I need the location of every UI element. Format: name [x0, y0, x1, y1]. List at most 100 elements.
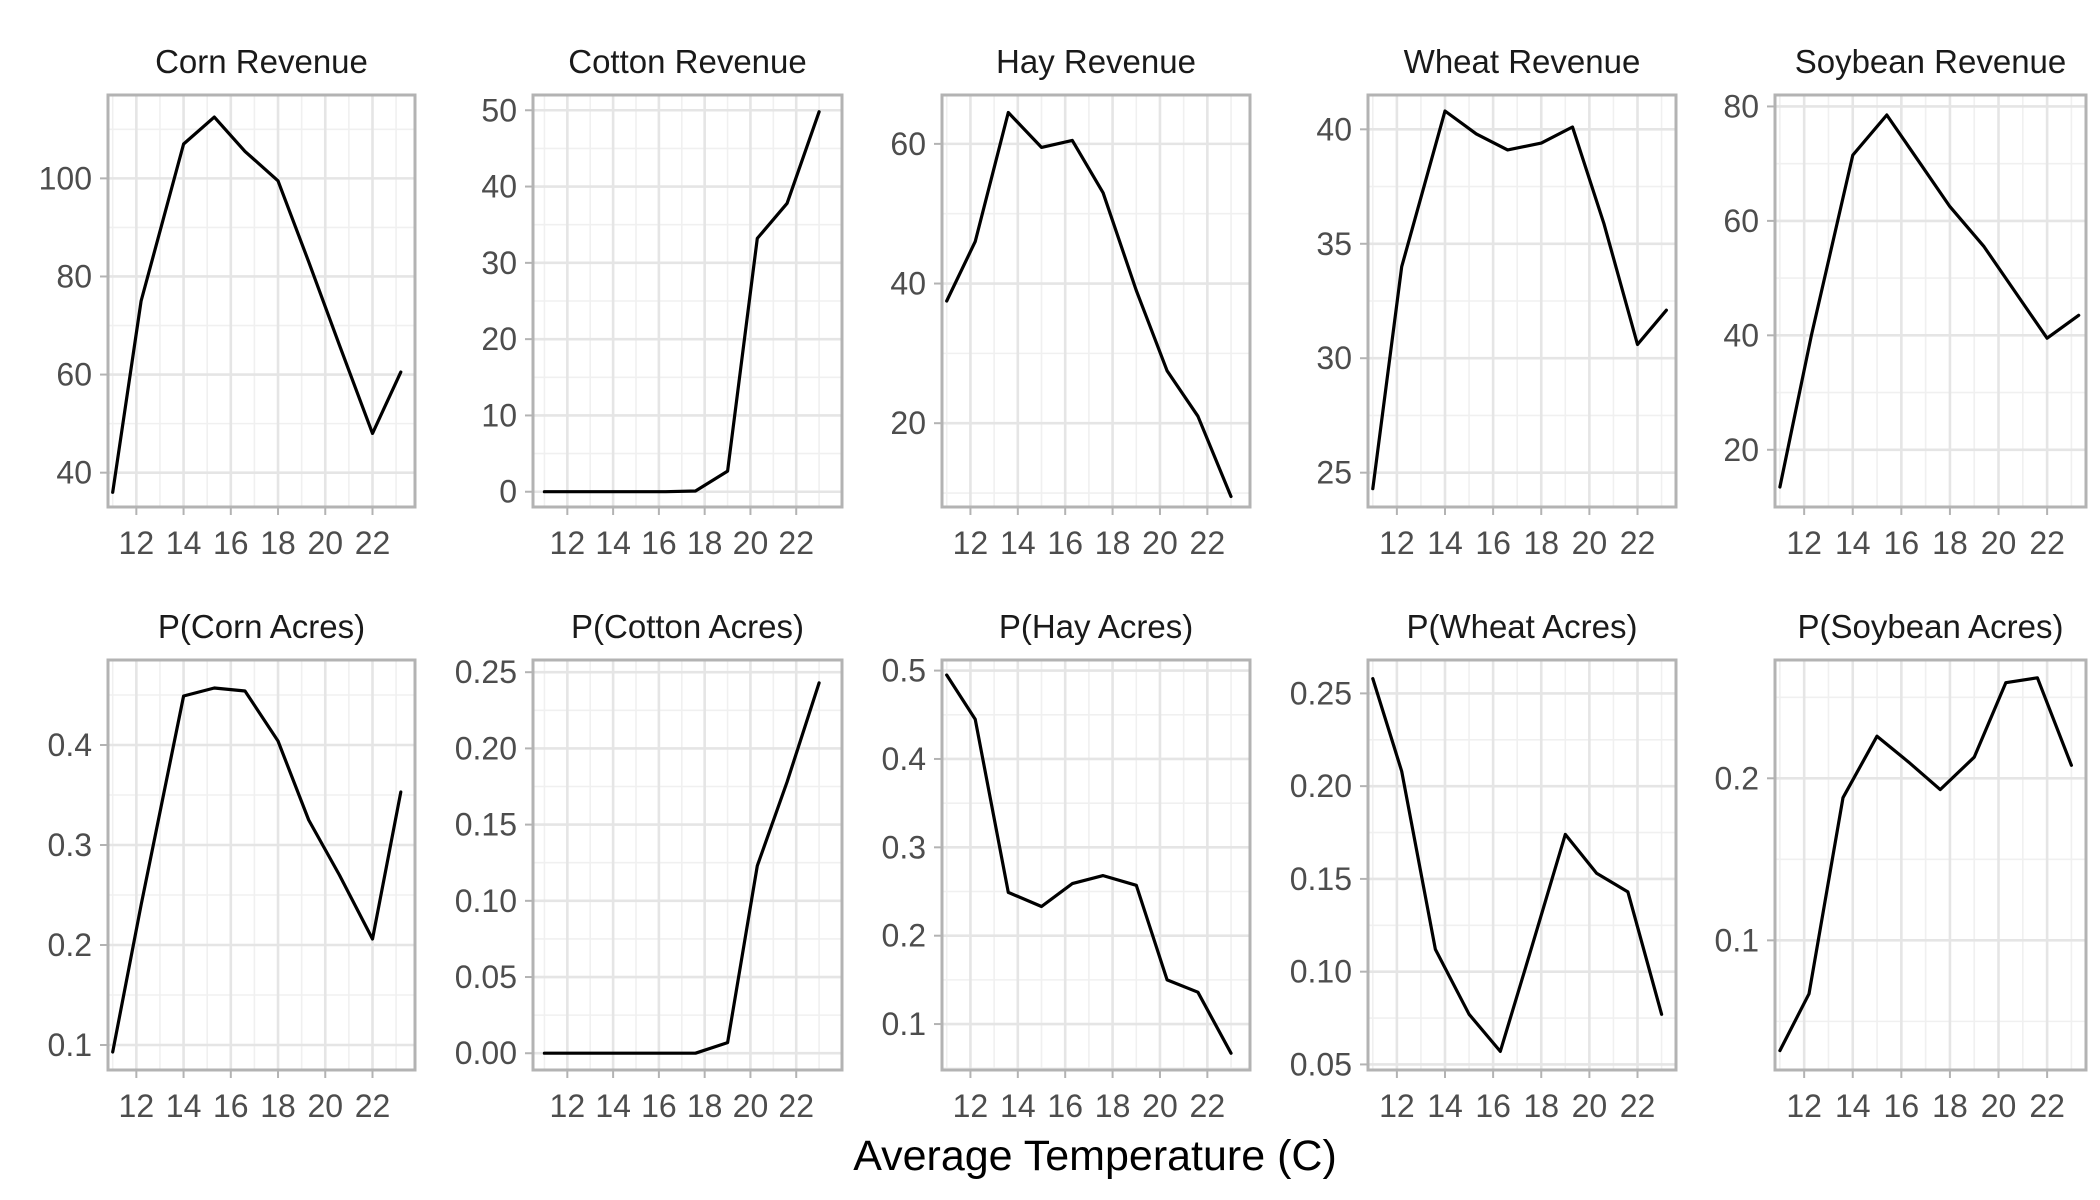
y-tick-label: 0.1 — [1715, 922, 1759, 958]
series-line — [1778, 676, 2073, 1053]
panel-8: 12 14 16 18 20 22 0.05 0.10 0.15 0.20 0.25 P(Wheat … — [1290, 608, 1678, 1124]
x-tick-label: 20 — [733, 525, 769, 561]
x-tick-label: 12 — [953, 1088, 989, 1124]
y-tick-label: 35 — [1316, 226, 1352, 262]
y-tick-label: 0.15 — [1290, 861, 1352, 897]
x-tick-label: 18 — [1523, 525, 1559, 561]
y-tick-label: 20 — [890, 405, 926, 441]
x-tick-label: 14 — [595, 525, 631, 561]
x-tick-label: 14 — [1000, 525, 1036, 561]
panel-5: 12 14 16 18 20 22 0.1 0.2 0.3 0.4 P(Corn Acres) — [48, 608, 417, 1124]
x-tick-label: 18 — [1095, 525, 1131, 561]
x-tick-label: 16 — [641, 1088, 677, 1124]
y-tick-label: 0.1 — [48, 1027, 92, 1063]
y-tick-label: 60 — [890, 126, 926, 162]
x-tick-label: 20 — [1572, 525, 1608, 561]
y-tick-label: 20 — [1723, 432, 1759, 468]
y-tick-label: 0.20 — [455, 730, 517, 766]
y-tick-label: 0.3 — [48, 827, 92, 863]
x-tick-label: 18 — [1932, 525, 1968, 561]
x-tick-label: 12 — [119, 525, 155, 561]
x-tick-label: 16 — [1047, 1088, 1083, 1124]
x-tick-label: 20 — [1981, 525, 2017, 561]
x-tick-label: 14 — [166, 525, 202, 561]
y-tick-label: 50 — [481, 92, 517, 128]
panel-border — [1366, 658, 1678, 1072]
y-tick-label: 0.3 — [882, 829, 926, 865]
panel-title: P(Corn Acres) — [158, 608, 365, 645]
panel-border — [1773, 93, 2088, 509]
y-tick-label: 0.25 — [1290, 675, 1352, 711]
y-tick-label: 80 — [56, 258, 92, 294]
series-line — [1778, 113, 2081, 489]
x-tick-label: 14 — [1835, 525, 1871, 561]
y-tick-label: 0.15 — [455, 807, 517, 843]
y-tick-label: 25 — [1316, 455, 1352, 491]
y-tick-label: 40 — [56, 455, 92, 491]
series-line — [542, 681, 821, 1055]
x-tick-label: 22 — [778, 525, 814, 561]
x-tick-label: 18 — [687, 525, 723, 561]
x-tick-label: 16 — [641, 525, 677, 561]
y-tick-label: 0.10 — [455, 883, 517, 919]
panel-0: 12 14 16 18 20 22 40 60 80 100 Corn Revenue — [39, 43, 417, 561]
x-tick-label: 22 — [2029, 525, 2065, 561]
series-line — [1371, 109, 1669, 491]
x-tick-label: 20 — [307, 1088, 343, 1124]
series-line — [542, 110, 821, 494]
x-tick-label: 14 — [1427, 1088, 1463, 1124]
panel-7: 12 14 16 18 20 22 0.1 0.2 0.3 0.4 0.5 P(Hay Acres) — [882, 608, 1252, 1124]
y-tick-label: 20 — [481, 321, 517, 357]
x-tick-label: 18 — [687, 1088, 723, 1124]
x-tick-label: 14 — [1427, 525, 1463, 561]
x-tick-label: 12 — [1379, 525, 1415, 561]
x-tick-label: 16 — [213, 1088, 249, 1124]
y-tick-label: 0.4 — [48, 727, 92, 763]
panel-title: Corn Revenue — [155, 43, 368, 80]
x-tick-label: 20 — [1142, 1088, 1178, 1124]
x-tick-label: 14 — [1000, 1088, 1036, 1124]
y-tick-label: 40 — [1723, 317, 1759, 353]
y-tick-label: 100 — [39, 160, 92, 196]
y-tick-label: 40 — [890, 266, 926, 302]
panel-title: P(Cotton Acres) — [571, 608, 804, 645]
x-tick-label: 22 — [1190, 1088, 1226, 1124]
y-tick-label: 10 — [481, 397, 517, 433]
x-tick-label: 18 — [1523, 1088, 1559, 1124]
series-line — [945, 110, 1233, 499]
panel-2: 12 14 16 18 20 22 20 40 60 Hay Revenue — [890, 43, 1252, 561]
y-tick-label: 0.4 — [882, 741, 926, 777]
x-tick-label: 16 — [213, 525, 249, 561]
y-tick-label: 0.1 — [882, 1006, 926, 1042]
x-tick-label: 18 — [1095, 1088, 1131, 1124]
x-tick-label: 20 — [1142, 525, 1178, 561]
y-tick-label: 0.00 — [455, 1035, 517, 1071]
y-tick-label: 0.25 — [455, 654, 517, 690]
y-tick-label: 0.05 — [1290, 1046, 1352, 1082]
x-tick-label: 14 — [595, 1088, 631, 1124]
x-tick-label: 12 — [1786, 1088, 1822, 1124]
x-tick-label: 22 — [2029, 1088, 2065, 1124]
x-tick-label: 14 — [1835, 1088, 1871, 1124]
panel-6: 12 14 16 18 20 220.000.050.100.150.200.25P(Co… — [455, 608, 844, 1124]
y-tick-label: 30 — [481, 245, 517, 281]
panel-title: Wheat Revenue — [1404, 43, 1641, 80]
x-tick-label: 16 — [1884, 1088, 1920, 1124]
y-tick-label: 0.10 — [1290, 954, 1352, 990]
x-tick-label: 16 — [1475, 1088, 1511, 1124]
panel-9: 12 14 16 18 20 22 0.1 0.2 P(Soybean Acres) — [1715, 608, 2088, 1124]
y-tick-label: 0.2 — [1715, 760, 1759, 796]
x-tick-label: 18 — [1932, 1088, 1968, 1124]
series-line — [945, 673, 1233, 1055]
panel-title: Cotton Revenue — [568, 43, 807, 80]
x-tick-label: 16 — [1047, 525, 1083, 561]
y-tick-label: 0.05 — [455, 959, 517, 995]
series-line — [111, 115, 403, 494]
x-tick-label: 12 — [550, 1088, 586, 1124]
panel-border — [1773, 658, 2088, 1072]
y-tick-label: 40 — [481, 169, 517, 205]
panel-border — [531, 658, 844, 1072]
